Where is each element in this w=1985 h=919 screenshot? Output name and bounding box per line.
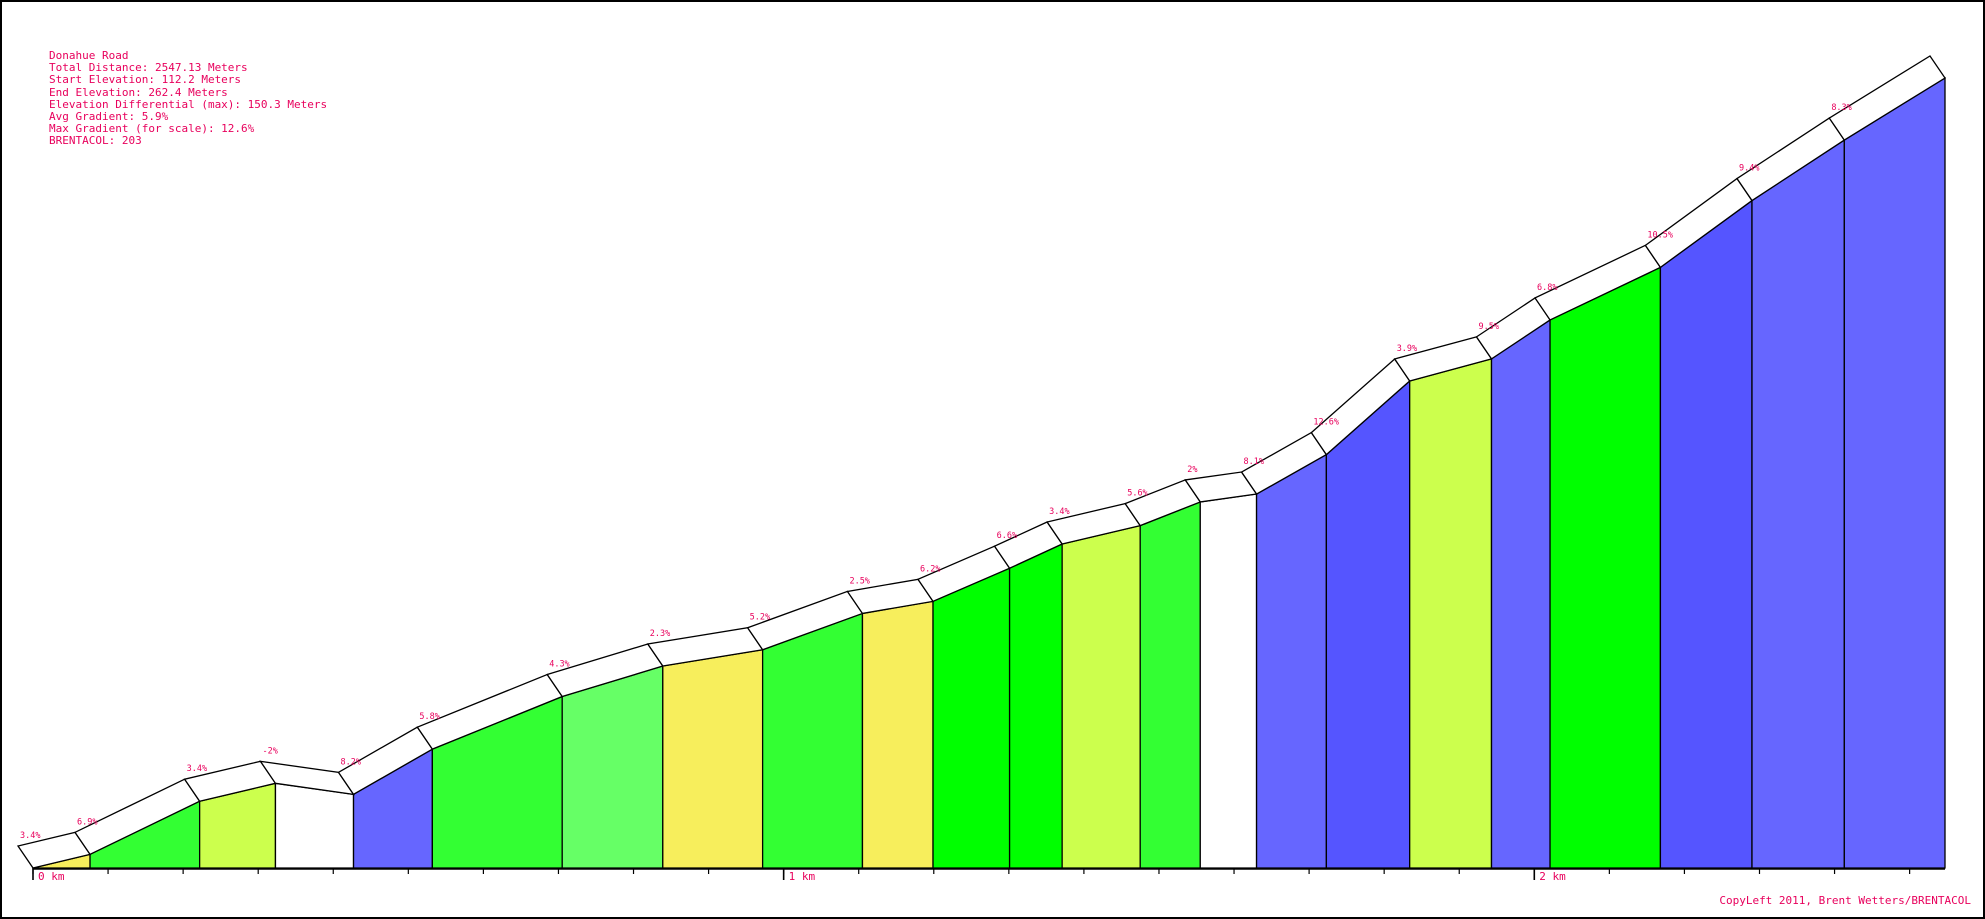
gradient-label: 9.5% <box>1479 322 1499 332</box>
gradient-label: 8.1% <box>1244 457 1264 467</box>
profile-segment <box>1325 379 1411 869</box>
info-avg-gradient: Avg Gradient: 5.9% <box>49 110 169 124</box>
profile-segments <box>32 76 1946 869</box>
gradient-label: 5.6% <box>1127 489 1147 499</box>
profile-segment <box>1409 358 1493 869</box>
info-brentacol: BRENTACOL: 203 <box>49 134 142 148</box>
gradient-label: 8.3% <box>1831 103 1851 113</box>
profile-segment <box>561 665 664 869</box>
profile-segment <box>761 612 864 869</box>
profile-segment <box>1659 199 1753 869</box>
profile-segment <box>1061 524 1141 869</box>
x-tick-label: 2 km <box>1539 870 1566 883</box>
info-total-distance: Total Distance: 2547.13 Meters <box>49 61 248 75</box>
x-tick-label: 0 km <box>38 870 65 883</box>
info-start-elevation: Start Elevation: 112.2 Meters <box>49 73 242 87</box>
profile-segment <box>1255 453 1328 869</box>
gradient-label: 5.2% <box>750 613 770 623</box>
gradient-label: 2.3% <box>650 629 670 639</box>
gradient-label: 4.3% <box>549 660 569 670</box>
gradient-labels: 3.4% 6.9% 3.4% -2% 8.2% 5.8% 4.3% 2.3% 5.2% 2.5% 6… <box>20 103 1852 841</box>
profile-segment <box>1139 500 1201 869</box>
info-end-elevation: End Elevation: 262.4 Meters <box>49 85 228 99</box>
gradient-label: 9.4% <box>1739 164 1759 174</box>
gradient-label: 6.9% <box>77 817 97 827</box>
gradient-label: 6.6% <box>997 531 1017 541</box>
profile-segment <box>1843 76 1946 869</box>
x-axis: 0 km 1 km 2 km <box>32 868 1945 883</box>
profile-top-bands <box>16 55 1946 869</box>
gradient-label: 3.4% <box>187 764 207 774</box>
profile-band <box>1828 55 1946 141</box>
copyright-credit: CopyLeft 2011, Brent Wetters/BRENTACOL <box>1719 894 1971 907</box>
x-tick-label: 1 km <box>789 870 816 883</box>
gradient-label: 2% <box>1187 465 1197 475</box>
profile-segment <box>1008 542 1063 869</box>
profile-segment <box>1751 138 1845 869</box>
gradient-label: 3.4% <box>20 831 40 841</box>
gradient-label: 6.8% <box>1537 283 1557 293</box>
profile-segment <box>932 567 1011 869</box>
gradient-label: 8.2% <box>341 757 361 767</box>
profile-segment <box>1490 318 1551 869</box>
info-title: Donahue Road <box>49 49 129 62</box>
profile-segment <box>1549 266 1662 869</box>
gradient-label: 3.9% <box>1397 344 1417 354</box>
gradient-label: 12.6% <box>1313 418 1339 428</box>
info-max-gradient: Max Gradient (for scale): 12.6% <box>49 122 255 136</box>
gradient-label: 10.5% <box>1647 230 1673 240</box>
profile-segment <box>861 600 934 869</box>
info-panel: Donahue Road Total Distance: 2547.13 Met… <box>49 49 328 148</box>
gradient-label: 5.8% <box>419 712 439 722</box>
profile-segment <box>1199 493 1258 869</box>
profile-segment <box>662 648 764 869</box>
info-elevation-differential: Elevation Differential (max): 150.3 Mete… <box>49 97 328 111</box>
gradient-label: 6.2% <box>920 564 940 574</box>
gradient-label: -2% <box>262 746 277 756</box>
profile-segment <box>274 782 355 869</box>
gradient-label: 3.4% <box>1049 507 1069 517</box>
gradient-label: 2.5% <box>849 576 869 586</box>
